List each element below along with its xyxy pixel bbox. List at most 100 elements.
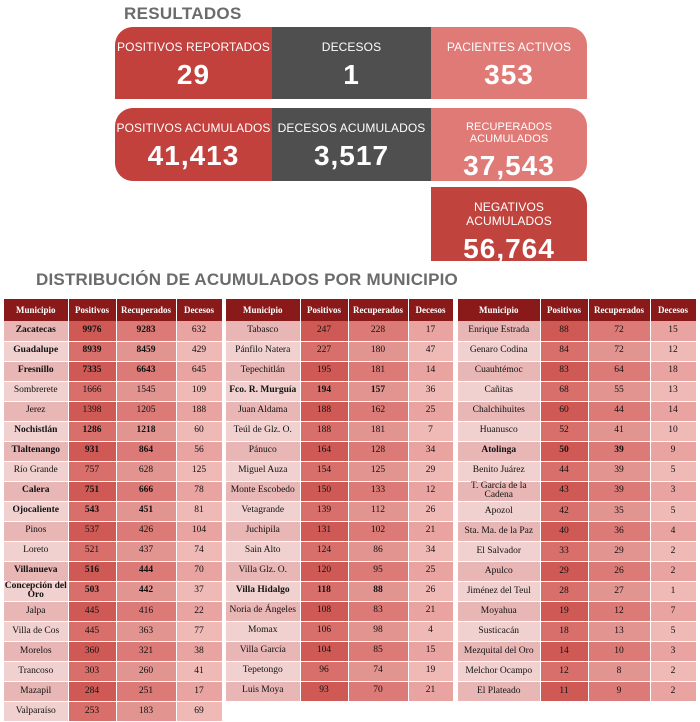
cell-positivos: 1398 [68, 401, 117, 422]
cell-municipio: Tabasco [226, 321, 301, 342]
cell-recuperados: 128 [348, 441, 409, 462]
cell-decesos: 4 [650, 521, 697, 543]
cell-municipio: Huanusco [458, 421, 541, 442]
cell-decesos: 21 [408, 521, 454, 542]
cell-positivos: 543 [68, 501, 117, 522]
cell-municipio: Juchipila [226, 521, 301, 542]
cell-positivos: 14 [540, 641, 589, 663]
table-row: Tabasco 247 228 17 [226, 321, 454, 342]
cell-municipio: Susticacán [458, 621, 541, 643]
cell-recuperados: 27 [588, 581, 651, 603]
cell-municipio: Mezquital del Oro [458, 641, 541, 663]
table-row: Monte Escobedo 150 133 12 [226, 481, 454, 502]
cell-municipio: Zacatecas [4, 321, 69, 342]
cell-recuperados: 442 [116, 581, 177, 603]
table-row: Guadalupe 8939 8459 429 [4, 341, 223, 362]
table-row: Loreto 521 437 74 [4, 541, 223, 562]
table-row: Tlaltenango 931 864 56 [4, 441, 223, 462]
card-value: 29 [176, 59, 211, 90]
table-row: Miguel Auza 154 125 29 [226, 461, 454, 482]
table-row: Fco. R. Murguía 194 157 36 [226, 381, 454, 402]
table-row: Pinos 537 426 104 [4, 521, 223, 542]
cell-decesos: 34 [408, 541, 454, 562]
table-row: Teúl de Glz. O. 188 181 7 [226, 421, 454, 442]
cell-municipio: Tepetongo [226, 661, 301, 682]
cell-decesos: 5 [650, 621, 697, 643]
card-value: 41,413 [147, 140, 240, 171]
cell-decesos: 41 [176, 661, 223, 683]
table-row: Huanusco 52 41 10 [458, 421, 697, 442]
cell-municipio: Villa de Cos [4, 621, 69, 643]
table-row: Melchor Ocampo 12 8 2 [458, 661, 697, 683]
cell-municipio: Fco. R. Murguía [226, 381, 301, 402]
table-row: Apozol 42 35 5 [458, 501, 697, 523]
cell-decesos: 5 [650, 461, 697, 482]
cell-municipio: Noria de Ángeles [226, 601, 301, 622]
cell-decesos: 2 [650, 561, 697, 583]
cell-municipio: Trancoso [4, 661, 69, 683]
cell-municipio: Río Grande [4, 461, 69, 482]
cell-decesos: 34 [408, 441, 454, 462]
cell-municipio: Pinos [4, 521, 69, 542]
table-row: Pánuco 164 128 34 [226, 441, 454, 462]
header-positivos: Positivos [300, 299, 349, 321]
results-title: RESULTADOS [124, 4, 242, 23]
table-row: Villa Hidalgo 118 88 26 [226, 581, 454, 602]
cell-recuperados: 9283 [116, 321, 177, 342]
card-label: DECESOS [321, 40, 382, 54]
table-row: Benito Juárez 44 39 5 [458, 461, 697, 482]
cell-municipio: Guadalupe [4, 341, 69, 362]
table-row: Nochistlán 1286 1218 60 [4, 421, 223, 442]
cell-recuperados: 72 [588, 321, 651, 342]
municipality-table-3: Municipio Positivos Recuperados Decesos … [458, 299, 697, 703]
cell-decesos: 14 [408, 361, 454, 382]
cell-decesos: 645 [176, 361, 223, 382]
cell-positivos: 68 [540, 381, 589, 402]
cell-positivos: 12 [540, 661, 589, 683]
cell-decesos: 38 [176, 641, 223, 663]
cell-positivos: 139 [300, 501, 349, 522]
cell-positivos: 360 [68, 641, 117, 663]
cell-recuperados: 36 [588, 521, 651, 543]
table-row: Sain Alto 124 86 34 [226, 541, 454, 562]
cell-decesos: 26 [408, 581, 454, 602]
cell-recuperados: 426 [116, 521, 177, 542]
cell-recuperados: 864 [116, 441, 177, 462]
cell-recuperados: 1205 [116, 401, 177, 422]
cell-positivos: 60 [540, 401, 589, 422]
cell-positivos: 284 [68, 681, 117, 703]
cell-municipio: Loreto [4, 541, 69, 562]
card-recuperados-acumulados: RECUPERADOS ACUMULADOS 37,543 [431, 108, 587, 181]
table-row: Juan Aldama 188 162 25 [226, 401, 454, 422]
cell-decesos: 5 [650, 501, 697, 523]
card-decesos-acumulados: DECESOS ACUMULADOS 3,517 [272, 108, 431, 181]
table-row: Villa García 104 85 15 [226, 641, 454, 662]
header-positivos: Positivos [68, 299, 117, 321]
header-recuperados: Recuperados [348, 299, 409, 321]
cell-recuperados: 162 [348, 401, 409, 422]
cell-municipio: Cañitas [458, 381, 541, 402]
cell-municipio: Monte Escobedo [226, 481, 301, 502]
cell-positivos: 7335 [68, 361, 117, 382]
cell-positivos: 194 [300, 381, 349, 402]
cell-decesos: 4 [408, 621, 454, 642]
cell-municipio: Valparaíso [4, 701, 69, 722]
cell-decesos: 1 [650, 581, 697, 603]
header-decesos: Decesos [408, 299, 454, 321]
card-label: POSITIVOS ACUMULADOS [116, 121, 271, 135]
cell-positivos: 124 [300, 541, 349, 562]
cell-recuperados: 39 [588, 481, 651, 503]
cell-municipio: Concepción del Oro [4, 580, 69, 603]
cell-recuperados: 260 [116, 661, 177, 683]
cell-municipio: Chalchihuites [458, 401, 541, 422]
cell-recuperados: 85 [348, 641, 409, 662]
table-header-row: Municipio Positivos Recuperados Decesos [458, 299, 697, 321]
cell-positivos: 164 [300, 441, 349, 462]
cell-recuperados: 102 [348, 521, 409, 542]
cell-recuperados: 112 [348, 501, 409, 522]
cell-decesos: 12 [650, 341, 697, 362]
cell-decesos: 78 [176, 481, 223, 502]
cell-positivos: 227 [300, 341, 349, 362]
card-negativos-acumulados: NEGATIVOS ACUMULADOS 56,764 [431, 187, 587, 261]
cell-positivos: 120 [300, 561, 349, 582]
